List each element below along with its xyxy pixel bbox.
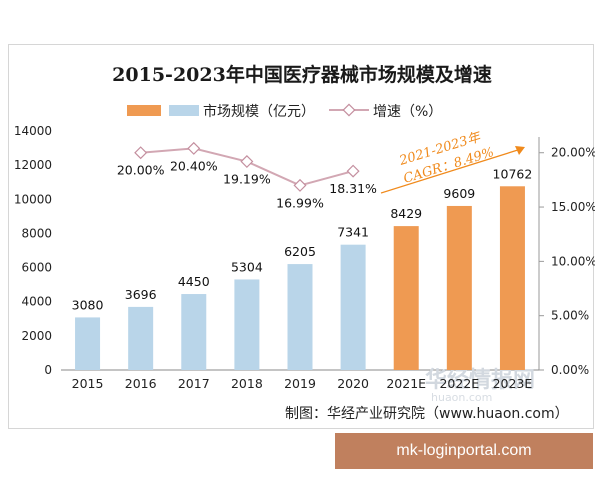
chart-frame: 2015-2023年中国医疗器械市场规模及增速 市场规模（亿元） 增速（%） 0…: [8, 44, 595, 429]
bar-2022E: [446, 205, 472, 370]
rate-label: 20.00%: [117, 163, 165, 178]
y-tick-label: 6000: [21, 261, 52, 275]
legend-label-rate: 增速（%）: [373, 104, 442, 120]
x-tick-label: 2022E: [439, 376, 479, 391]
y-tick-label: 0: [44, 363, 52, 377]
bar-value-label: 4450: [178, 274, 210, 289]
rate-label: 16.99%: [276, 195, 324, 210]
rate-marker: [346, 164, 360, 178]
legend-swatch-actual: [169, 105, 199, 116]
chart-title: 2015-2023年中国医疗器械市场规模及增速: [112, 63, 492, 86]
bar-value-label: 3080: [72, 297, 104, 312]
y2-tick-label: 20.00%: [551, 146, 595, 160]
bar-value-label: 6205: [284, 244, 316, 259]
bar-2017: [181, 294, 207, 370]
rate-label: 20.40%: [170, 158, 218, 173]
watermark-text: 华经情报网: [425, 367, 535, 393]
bar-2019: [287, 264, 313, 370]
y-tick-label: 8000: [21, 226, 52, 240]
y-tick-label: 14000: [14, 124, 52, 138]
watermark-url: huaon.com: [431, 391, 492, 404]
source-note: 制图：华经产业研究院（www.huaon.com）: [285, 406, 569, 422]
bar-2020: [340, 244, 366, 370]
plot-area: 0 2000 4000 6000 8000 10000 12000 14000 0.00% 5.0…: [14, 124, 595, 404]
legend-label-size: 市场规模（亿元）: [203, 103, 315, 120]
bar-value-label: 5304: [231, 259, 263, 274]
bar-2015: [75, 317, 101, 370]
y-tick-label: 2000: [21, 329, 52, 343]
rate-marker: [187, 141, 201, 155]
y-tick-label: 4000: [21, 295, 52, 309]
x-tick-label: 2015: [72, 376, 104, 391]
x-tick-label: 2021E: [386, 376, 426, 391]
y-tick-label: 10000: [14, 192, 52, 206]
login-portal-tag[interactable]: mk-loginportal.com: [335, 433, 593, 469]
bar-2021E: [393, 226, 419, 370]
cagr-arrowhead: [515, 146, 525, 155]
x-tick-label: 2017: [178, 376, 210, 391]
rate-marker: [134, 146, 148, 160]
x-tick-label: 2023E: [493, 376, 533, 391]
cagr-arrow: [380, 148, 522, 194]
legend-swatch-forecast: [127, 105, 161, 116]
y2-tick-label: 15.00%: [551, 200, 595, 214]
legend-marker-rate: [342, 103, 356, 117]
bar-value-label: 10762: [493, 166, 533, 181]
y2-tick-label: 5.00%: [551, 309, 589, 323]
rate-marker: [293, 178, 307, 192]
bar-value-label: 7341: [337, 225, 369, 240]
bar-2016: [128, 306, 154, 370]
bar-2018: [234, 279, 260, 370]
y2-tick-label: 0.00%: [551, 363, 589, 377]
bar-value-label: 9609: [443, 186, 475, 201]
bar-value-label: 3696: [125, 287, 157, 302]
rate-label: 18.31%: [329, 181, 377, 196]
x-tick-label: 2016: [125, 376, 157, 391]
y2-tick-label: 10.00%: [551, 254, 595, 268]
x-tick-label: 2019: [284, 376, 316, 391]
bar-value-label: 8429: [390, 206, 422, 221]
chart-svg: 2015-2023年中国医疗器械市场规模及增速 市场规模（亿元） 增速（%） 0…: [14, 63, 595, 422]
bar-2023E: [499, 186, 525, 370]
x-tick-label: 2018: [231, 376, 263, 391]
rate-label: 19.19%: [223, 172, 271, 187]
y-tick-label: 12000: [14, 158, 52, 172]
x-tick-label: 2020: [337, 376, 369, 391]
rate-marker: [240, 155, 254, 169]
